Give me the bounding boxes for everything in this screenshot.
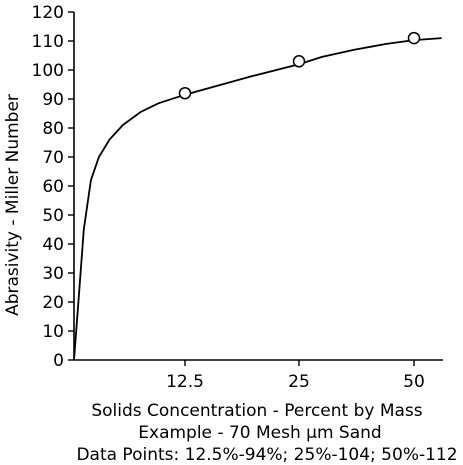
y-axis-ticks: 0 10 20 30 40 50 60 70 80 90 100 110 120 bbox=[32, 3, 74, 371]
caption-example: Example - 70 Mesh µm Sand bbox=[138, 423, 381, 443]
caption-data-points: Data Points: 12.5%-94%; 25%-104; 50%-112 bbox=[76, 445, 457, 465]
y-tick-label: 100 bbox=[32, 61, 64, 81]
x-tick-label: 50 bbox=[403, 372, 425, 392]
y-tick-label: 10 bbox=[42, 322, 64, 342]
x-tick-label: 25 bbox=[288, 372, 310, 392]
abrasivity-curve bbox=[73, 37, 442, 361]
y-axis-title: Abrasivity - Miller Number bbox=[3, 94, 23, 316]
y-tick-label: 70 bbox=[42, 148, 64, 168]
y-tick-label: 90 bbox=[42, 90, 64, 110]
y-tick-label: 50 bbox=[42, 206, 64, 226]
data-points bbox=[178, 31, 421, 100]
x-tick-label: 12.5 bbox=[166, 372, 204, 392]
y-tick-label: 40 bbox=[42, 235, 64, 255]
x-axis-ticks: 12.5 25 50 bbox=[166, 360, 425, 392]
y-tick-label: 120 bbox=[32, 3, 64, 23]
y-tick-label: 60 bbox=[42, 177, 64, 197]
y-tick-label: 0 bbox=[53, 351, 64, 371]
x-axis-title: Solids Concentration - Percent by Mass bbox=[91, 401, 422, 421]
y-tick-label: 80 bbox=[42, 119, 64, 139]
data-point bbox=[292, 55, 306, 68]
data-point bbox=[178, 86, 192, 100]
y-tick-label: 110 bbox=[32, 32, 64, 52]
y-tick-label: 30 bbox=[42, 264, 64, 284]
y-tick-label: 20 bbox=[42, 293, 64, 313]
data-point bbox=[407, 31, 421, 45]
